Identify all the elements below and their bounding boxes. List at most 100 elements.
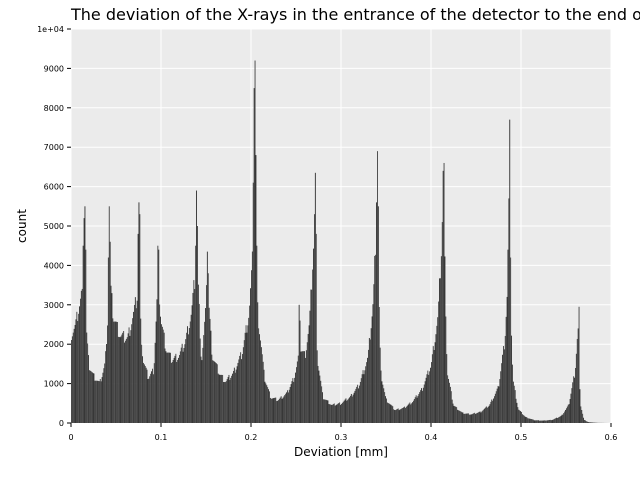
histogram-bar bbox=[575, 367, 576, 423]
histogram-bar bbox=[324, 399, 326, 423]
histogram-bar bbox=[518, 409, 520, 423]
histogram-bar bbox=[300, 351, 302, 423]
histogram-bar bbox=[549, 419, 551, 423]
histogram-bar bbox=[105, 351, 107, 423]
histogram-bar bbox=[390, 404, 392, 423]
histogram-bar bbox=[566, 406, 568, 423]
histogram-bar bbox=[80, 298, 81, 423]
histogram-bar bbox=[465, 413, 467, 423]
y-tick-label: 7000 bbox=[44, 143, 64, 152]
histogram-bar bbox=[376, 202, 377, 423]
histogram-bar bbox=[207, 273, 209, 423]
histogram-bar bbox=[419, 392, 421, 423]
histogram-bar bbox=[209, 318, 211, 423]
histogram-bar bbox=[504, 335, 506, 423]
histogram-bar bbox=[425, 377, 427, 423]
histogram-bar bbox=[258, 328, 260, 423]
histogram-bar bbox=[402, 407, 404, 423]
histogram-bar bbox=[314, 172, 316, 423]
histogram-bar bbox=[143, 364, 145, 423]
histogram-bar bbox=[90, 371, 92, 423]
y-axis-title: count bbox=[15, 209, 29, 243]
histogram-bar bbox=[110, 285, 112, 423]
histogram-bar bbox=[354, 390, 356, 423]
histogram-bar bbox=[384, 392, 386, 423]
histogram-bar bbox=[372, 304, 374, 423]
histogram-bar bbox=[228, 374, 230, 423]
histogram-bar bbox=[140, 318, 142, 423]
histogram-bar bbox=[423, 384, 425, 423]
histogram-bar bbox=[505, 316, 507, 423]
histogram-bar bbox=[420, 390, 422, 423]
histogram-bar bbox=[552, 419, 554, 423]
histogram-bar bbox=[139, 214, 141, 423]
histogram-bar bbox=[96, 380, 98, 423]
histogram-bar bbox=[160, 316, 161, 423]
histogram-bar bbox=[381, 381, 383, 423]
histogram-bar bbox=[215, 363, 217, 423]
histogram-bar bbox=[396, 409, 398, 423]
histogram-bar bbox=[89, 370, 90, 423]
histogram-bar bbox=[466, 413, 467, 423]
histogram-bar bbox=[141, 344, 143, 423]
histogram-bar bbox=[264, 381, 266, 423]
histogram-bar bbox=[514, 390, 516, 423]
histogram-bar bbox=[574, 377, 575, 423]
histogram-bar bbox=[73, 328, 75, 423]
histogram-bar bbox=[122, 332, 124, 423]
y-tick-label: 5000 bbox=[44, 222, 64, 231]
histogram-bar bbox=[404, 406, 405, 423]
histogram-bar bbox=[326, 400, 328, 423]
histogram-bar bbox=[191, 305, 193, 423]
histogram-bar bbox=[353, 392, 355, 423]
histogram-bar bbox=[92, 372, 94, 423]
histogram-bar bbox=[356, 386, 358, 423]
histogram-bar bbox=[383, 388, 385, 423]
histogram-bar bbox=[520, 411, 521, 423]
histogram-bar bbox=[486, 407, 488, 423]
histogram-bar bbox=[260, 347, 262, 423]
histogram-bar bbox=[509, 119, 511, 424]
histogram-bar bbox=[124, 342, 125, 423]
histogram-bar bbox=[78, 313, 80, 423]
histogram-bar bbox=[226, 379, 228, 423]
histogram-bar bbox=[148, 378, 150, 423]
histogram-bar bbox=[80, 290, 82, 423]
histogram-bar bbox=[184, 344, 186, 423]
histogram-bar bbox=[255, 155, 257, 423]
histogram-bar bbox=[208, 307, 210, 423]
histogram-bar bbox=[567, 404, 569, 423]
histogram-bar bbox=[190, 314, 192, 423]
histogram-bar bbox=[386, 402, 388, 423]
histogram-bar bbox=[338, 403, 340, 423]
histogram-bar bbox=[434, 342, 436, 423]
histogram-bar bbox=[589, 422, 591, 423]
histogram-bar bbox=[503, 349, 505, 423]
histogram-bar bbox=[428, 374, 430, 423]
histogram-bar bbox=[392, 406, 394, 423]
histogram-bar bbox=[547, 420, 548, 423]
histogram-bar bbox=[464, 413, 466, 423]
histogram-bar bbox=[476, 412, 478, 423]
histogram-bar bbox=[506, 296, 508, 423]
histogram-bar bbox=[301, 351, 303, 423]
histogram-bar bbox=[246, 332, 248, 423]
histogram-bar bbox=[116, 321, 118, 423]
histogram-bar bbox=[449, 382, 450, 423]
histogram-bar bbox=[86, 332, 88, 423]
histogram-bar bbox=[457, 409, 458, 423]
histogram-bar bbox=[158, 249, 160, 423]
histogram-bar bbox=[447, 375, 449, 423]
histogram-bar bbox=[369, 339, 371, 423]
histogram-bar bbox=[305, 350, 307, 423]
histogram-bar bbox=[561, 414, 563, 423]
histogram-bar bbox=[163, 332, 165, 423]
histogram-bar bbox=[559, 416, 561, 423]
histogram-bar bbox=[557, 418, 558, 423]
histogram-bar bbox=[453, 405, 455, 423]
histogram-bar bbox=[323, 399, 324, 423]
histogram-bar bbox=[216, 364, 218, 423]
histogram-bar bbox=[307, 333, 309, 423]
histogram-bar bbox=[299, 320, 301, 423]
histogram-bar bbox=[125, 340, 126, 423]
